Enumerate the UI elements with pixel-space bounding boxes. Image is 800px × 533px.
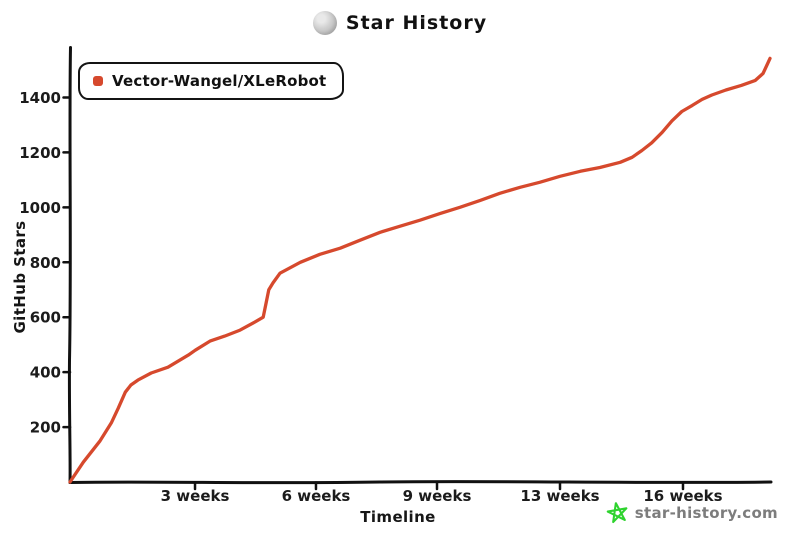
x-tick-label: 3 weeks [161,487,230,505]
legend-series-marker [93,76,103,86]
x-tick-label: 16 weeks [643,487,722,505]
y-tick-label: 800 [30,254,61,272]
y-tick-label: 600 [30,309,61,327]
y-tick-label: 1200 [19,144,61,162]
x-tick-label: 13 weeks [520,487,599,505]
y-axis-title: GitHub Stars [11,220,29,334]
series-line-vector-wangel-xlerobot [68,56,772,484]
y-tick-label: 1000 [19,199,61,217]
watermark-label: star-history.com [634,503,778,522]
x-tick-label: 9 weeks [403,487,472,505]
legend-series-label: Vector-Wangel/XLeRobot [112,72,327,90]
chart-header: Star History [0,8,800,38]
x-tick-label: 6 weeks [282,487,351,505]
axis-ticks [62,96,685,491]
y-tick-label: 400 [30,364,61,382]
watermark-link[interactable]: star-history.com [606,502,778,524]
x-axis-title: Timeline [360,508,436,526]
green-star-icon [606,502,628,524]
legend-item-vector-wangel-xlerobot[interactable]: Vector-Wangel/XLeRobot [78,62,345,100]
chart-title: Star History [345,12,488,34]
y-axis-line [67,46,72,484]
y-tick-label: 1400 [19,89,61,107]
star-history-logo-icon [312,11,337,35]
x-axis-line [68,480,773,485]
axis-tick-labels: 200 400 600 800 1000 1200 1400 3 weeks 6 weeks 9 … [19,89,722,505]
y-tick-label: 200 [30,419,61,437]
